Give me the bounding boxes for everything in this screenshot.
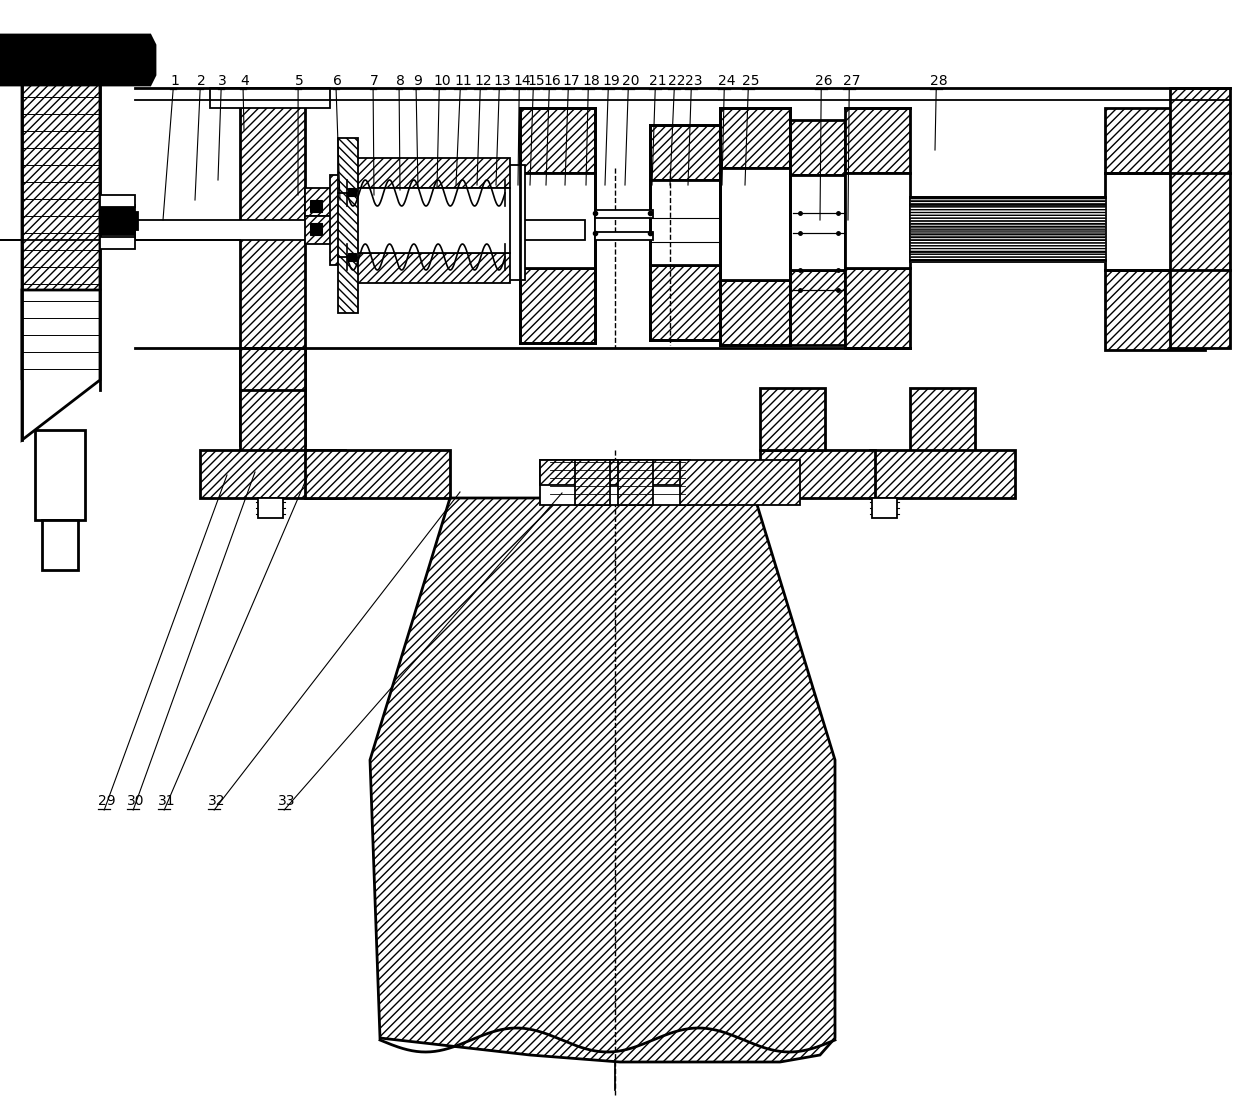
Text: 12: 12	[474, 74, 491, 88]
Polygon shape	[370, 498, 835, 1062]
Text: 7: 7	[370, 74, 378, 88]
Bar	[310, 200, 322, 212]
Bar	[650, 265, 720, 340]
Bar	[520, 173, 595, 268]
Bar	[872, 498, 897, 518]
Bar	[345, 158, 510, 188]
Bar	[100, 212, 138, 230]
Text: 30: 30	[126, 794, 145, 808]
Text: 17: 17	[562, 74, 579, 88]
Bar	[305, 450, 450, 498]
Bar	[910, 197, 1105, 262]
Bar	[760, 388, 825, 450]
Bar	[258, 498, 283, 518]
Bar	[844, 108, 910, 173]
Text: 21: 21	[649, 74, 667, 88]
Polygon shape	[22, 290, 100, 440]
Text: 3: 3	[218, 74, 227, 88]
Text: 19: 19	[601, 74, 620, 88]
Bar	[505, 164, 525, 280]
Text: 22: 22	[668, 74, 686, 88]
Bar	[305, 216, 334, 244]
Bar	[200, 450, 345, 498]
Bar	[1105, 173, 1205, 270]
Bar	[241, 388, 305, 468]
Bar	[135, 220, 585, 240]
Bar	[310, 223, 322, 235]
Bar	[241, 348, 305, 390]
Bar	[539, 460, 689, 505]
Bar	[790, 176, 844, 270]
Bar	[790, 120, 844, 176]
Bar	[1171, 88, 1230, 348]
Bar	[760, 450, 875, 498]
Text: 15: 15	[527, 74, 544, 88]
Text: 6: 6	[334, 74, 342, 88]
Text: 33: 33	[278, 794, 295, 808]
Bar	[595, 210, 653, 217]
Bar	[790, 270, 844, 344]
Text: 24: 24	[718, 74, 735, 88]
Text: 31: 31	[157, 794, 176, 808]
Bar	[618, 460, 653, 505]
Bar	[720, 280, 790, 344]
Bar	[720, 108, 790, 168]
Bar	[870, 450, 1016, 498]
Text: 11: 11	[454, 74, 471, 88]
Polygon shape	[0, 35, 155, 85]
Text: 13: 13	[494, 74, 511, 88]
Bar	[595, 232, 653, 240]
Text: 10: 10	[433, 74, 450, 88]
Bar	[910, 197, 1105, 262]
Bar	[348, 253, 356, 261]
Bar	[330, 176, 345, 265]
Bar	[595, 213, 650, 238]
Text: 27: 27	[843, 74, 861, 88]
Bar	[650, 125, 720, 180]
Bar	[520, 268, 595, 343]
Bar	[42, 520, 78, 570]
Text: 14: 14	[513, 74, 531, 88]
Bar	[100, 195, 135, 208]
Bar	[339, 138, 358, 314]
Bar	[844, 268, 910, 348]
Bar	[720, 168, 790, 280]
Bar	[575, 460, 610, 505]
Text: 1: 1	[170, 74, 179, 88]
Text: 32: 32	[208, 794, 226, 808]
Text: 26: 26	[815, 74, 832, 88]
Bar	[348, 188, 356, 197]
Text: 29: 29	[98, 794, 115, 808]
Polygon shape	[22, 50, 100, 380]
Bar	[35, 429, 86, 520]
Text: 16: 16	[543, 74, 560, 88]
Bar	[210, 88, 330, 108]
Bar	[650, 180, 720, 265]
Bar	[305, 188, 334, 216]
Bar	[539, 460, 689, 485]
Text: 8: 8	[396, 74, 405, 88]
Text: 18: 18	[582, 74, 600, 88]
Bar	[345, 188, 510, 253]
Bar	[520, 108, 595, 173]
Text: 9: 9	[413, 74, 422, 88]
Bar	[680, 460, 800, 505]
Bar	[100, 237, 135, 250]
Text: 4: 4	[241, 74, 249, 88]
Bar	[345, 253, 510, 283]
Text: 23: 23	[684, 74, 703, 88]
Bar	[910, 388, 975, 468]
Text: 5: 5	[295, 74, 304, 88]
Bar	[1105, 270, 1205, 350]
Bar	[241, 95, 305, 445]
Text: 28: 28	[930, 74, 947, 88]
Text: 25: 25	[742, 74, 759, 88]
Bar	[844, 173, 910, 268]
Bar	[100, 205, 135, 235]
Text: 20: 20	[622, 74, 640, 88]
Text: 2: 2	[197, 74, 206, 88]
Bar	[1105, 108, 1205, 173]
